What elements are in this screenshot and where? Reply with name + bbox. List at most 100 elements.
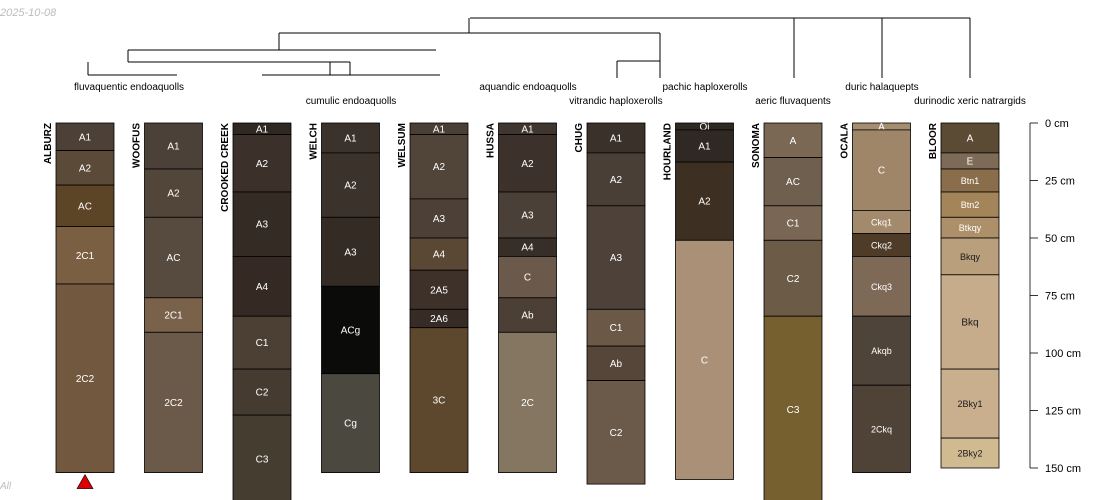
horizon-block [763, 157, 823, 207]
profile-name: WELSUM [397, 123, 408, 167]
horizon-label: A4 [521, 243, 534, 254]
horizon-label: AC [78, 201, 92, 212]
horizon-label: C1 [256, 338, 269, 349]
horizon-label: Btn2 [961, 200, 980, 210]
horizon-block [232, 255, 292, 317]
horizon-block [940, 237, 1000, 276]
horizon-block [409, 327, 469, 474]
horizon-block [321, 285, 380, 375]
horizon-block [55, 122, 115, 152]
warning-triangle-icon [76, 473, 94, 489]
soil-profile: A1 A2 A3 A4 C Ab 2C HUSSA [486, 122, 557, 473]
horizon-label: C [878, 166, 885, 177]
horizon-label: Cg [344, 419, 357, 430]
dendrogram-branches [87, 17, 971, 78]
horizon-block [144, 168, 203, 218]
horizon-label: 2Bky1 [957, 399, 982, 409]
horizon-block [586, 122, 646, 154]
horizon-label: 2Ckq [871, 424, 892, 434]
horizon-label: C [524, 273, 531, 284]
depth-tick-label: 100 cm [1045, 348, 1081, 360]
horizon-label: 2C2 [76, 374, 95, 385]
horizon-label: A1 [79, 132, 92, 143]
taxon-label: pachic haploxerolls [662, 82, 747, 93]
horizon-block [232, 134, 292, 193]
horizon-label: A3 [610, 253, 623, 264]
horizon-block [586, 205, 646, 310]
profile-name: ALBURZ [43, 123, 54, 164]
horizon-block [763, 315, 823, 500]
horizon-label: ACg [341, 326, 360, 337]
profile-name: CROOKED CREEK [220, 122, 231, 212]
depth-tick-label: 75 cm [1045, 291, 1075, 303]
soil-profile: A1 A2 A3 ACg Cg WELCH [309, 122, 380, 474]
horizon-label: A1 [698, 142, 711, 153]
horizon-label: A3 [256, 220, 269, 231]
date-stamp: 2025-10-08 [0, 7, 57, 19]
soil-profile: A C Ckq1 Ckq2 Ckq3 Akqb 2Ckq OCALA [840, 122, 911, 474]
horizon-label: C [701, 355, 708, 366]
horizon-label: 2Bky2 [957, 449, 982, 459]
horizon-label: Bkq [961, 317, 978, 328]
horizon-block [586, 380, 646, 485]
horizon-block [763, 122, 823, 158]
horizon-label: A2 [344, 181, 357, 192]
depth-tick-label: 125 cm [1045, 406, 1081, 418]
horizon-block [940, 274, 1000, 370]
horizon-block [144, 122, 203, 170]
depth-tick-label: 25 cm [1045, 176, 1075, 188]
horizon-block [940, 368, 1000, 439]
horizon-block [586, 152, 646, 207]
horizon-label: A1 [433, 124, 446, 135]
horizon-label: 2C1 [76, 251, 95, 262]
horizon-block [55, 226, 115, 285]
taxon-label: cumulic endoaquolls [306, 96, 397, 107]
horizon-label: A3 [433, 214, 446, 225]
horizon-block [586, 308, 646, 347]
horizon-label: Akqb [871, 346, 892, 356]
horizon-block [498, 134, 557, 193]
horizon-block [498, 191, 557, 239]
horizon-block [940, 122, 1000, 154]
horizon-label: A2 [79, 163, 92, 174]
taxon-label: aeric fluvaquents [755, 96, 831, 107]
depth-axis: 0 cm 25 cm 50 cm 75 cm 100 cm 125 cm 150 cm [1029, 118, 1081, 475]
horizon-block [55, 150, 115, 186]
soil-profile: A1 A2 AC 2C1 2C2 ALBURZ [43, 122, 115, 489]
horizon-block [940, 437, 1000, 469]
horizon-label: A2 [698, 197, 711, 208]
horizon-label: A4 [256, 282, 269, 293]
horizon-block [55, 184, 115, 227]
horizon-label: A [967, 133, 974, 144]
horizon-label: Ab [610, 359, 623, 370]
horizon-block [498, 331, 557, 473]
horizon-label: C1 [787, 219, 800, 230]
profile-name: BLOOR [928, 122, 939, 159]
horizon-label: A [790, 136, 797, 147]
horizon-label: A2 [521, 159, 534, 170]
horizon-label: A3 [344, 247, 357, 258]
depth-tick-label: 150 cm [1045, 463, 1081, 475]
horizon-label: A2 [610, 175, 623, 186]
soil-profile: A1 A2 A3 A4 2A5 2A6 3C WELSUM [397, 122, 469, 474]
horizon-block [232, 414, 292, 500]
horizon-block [409, 269, 469, 310]
dendrogram [87, 17, 971, 78]
horizon-label: AC [786, 177, 800, 188]
horizon-label: 3C [433, 396, 446, 407]
soil-profile: A AC C1 C2 C3 SONOMA [751, 122, 823, 500]
horizon-label: A1 [610, 133, 623, 144]
profile-name: WELCH [309, 123, 320, 160]
depth-tick-label: 0 cm [1045, 118, 1069, 130]
horizon-label: C3 [787, 405, 800, 416]
horizon-block [852, 315, 911, 386]
horizon-label: A1 [256, 124, 269, 135]
horizon-block [675, 239, 734, 480]
horizon-block [321, 152, 380, 218]
horizon-block [232, 191, 292, 257]
horizon-label: AC [167, 253, 181, 264]
profile-name: CHUG [574, 123, 585, 153]
taxon-label: durinodic xeric natrargids [914, 96, 1026, 107]
soil-profile: A1 A2 A3 C1 Ab C2 CHUG [574, 122, 646, 485]
